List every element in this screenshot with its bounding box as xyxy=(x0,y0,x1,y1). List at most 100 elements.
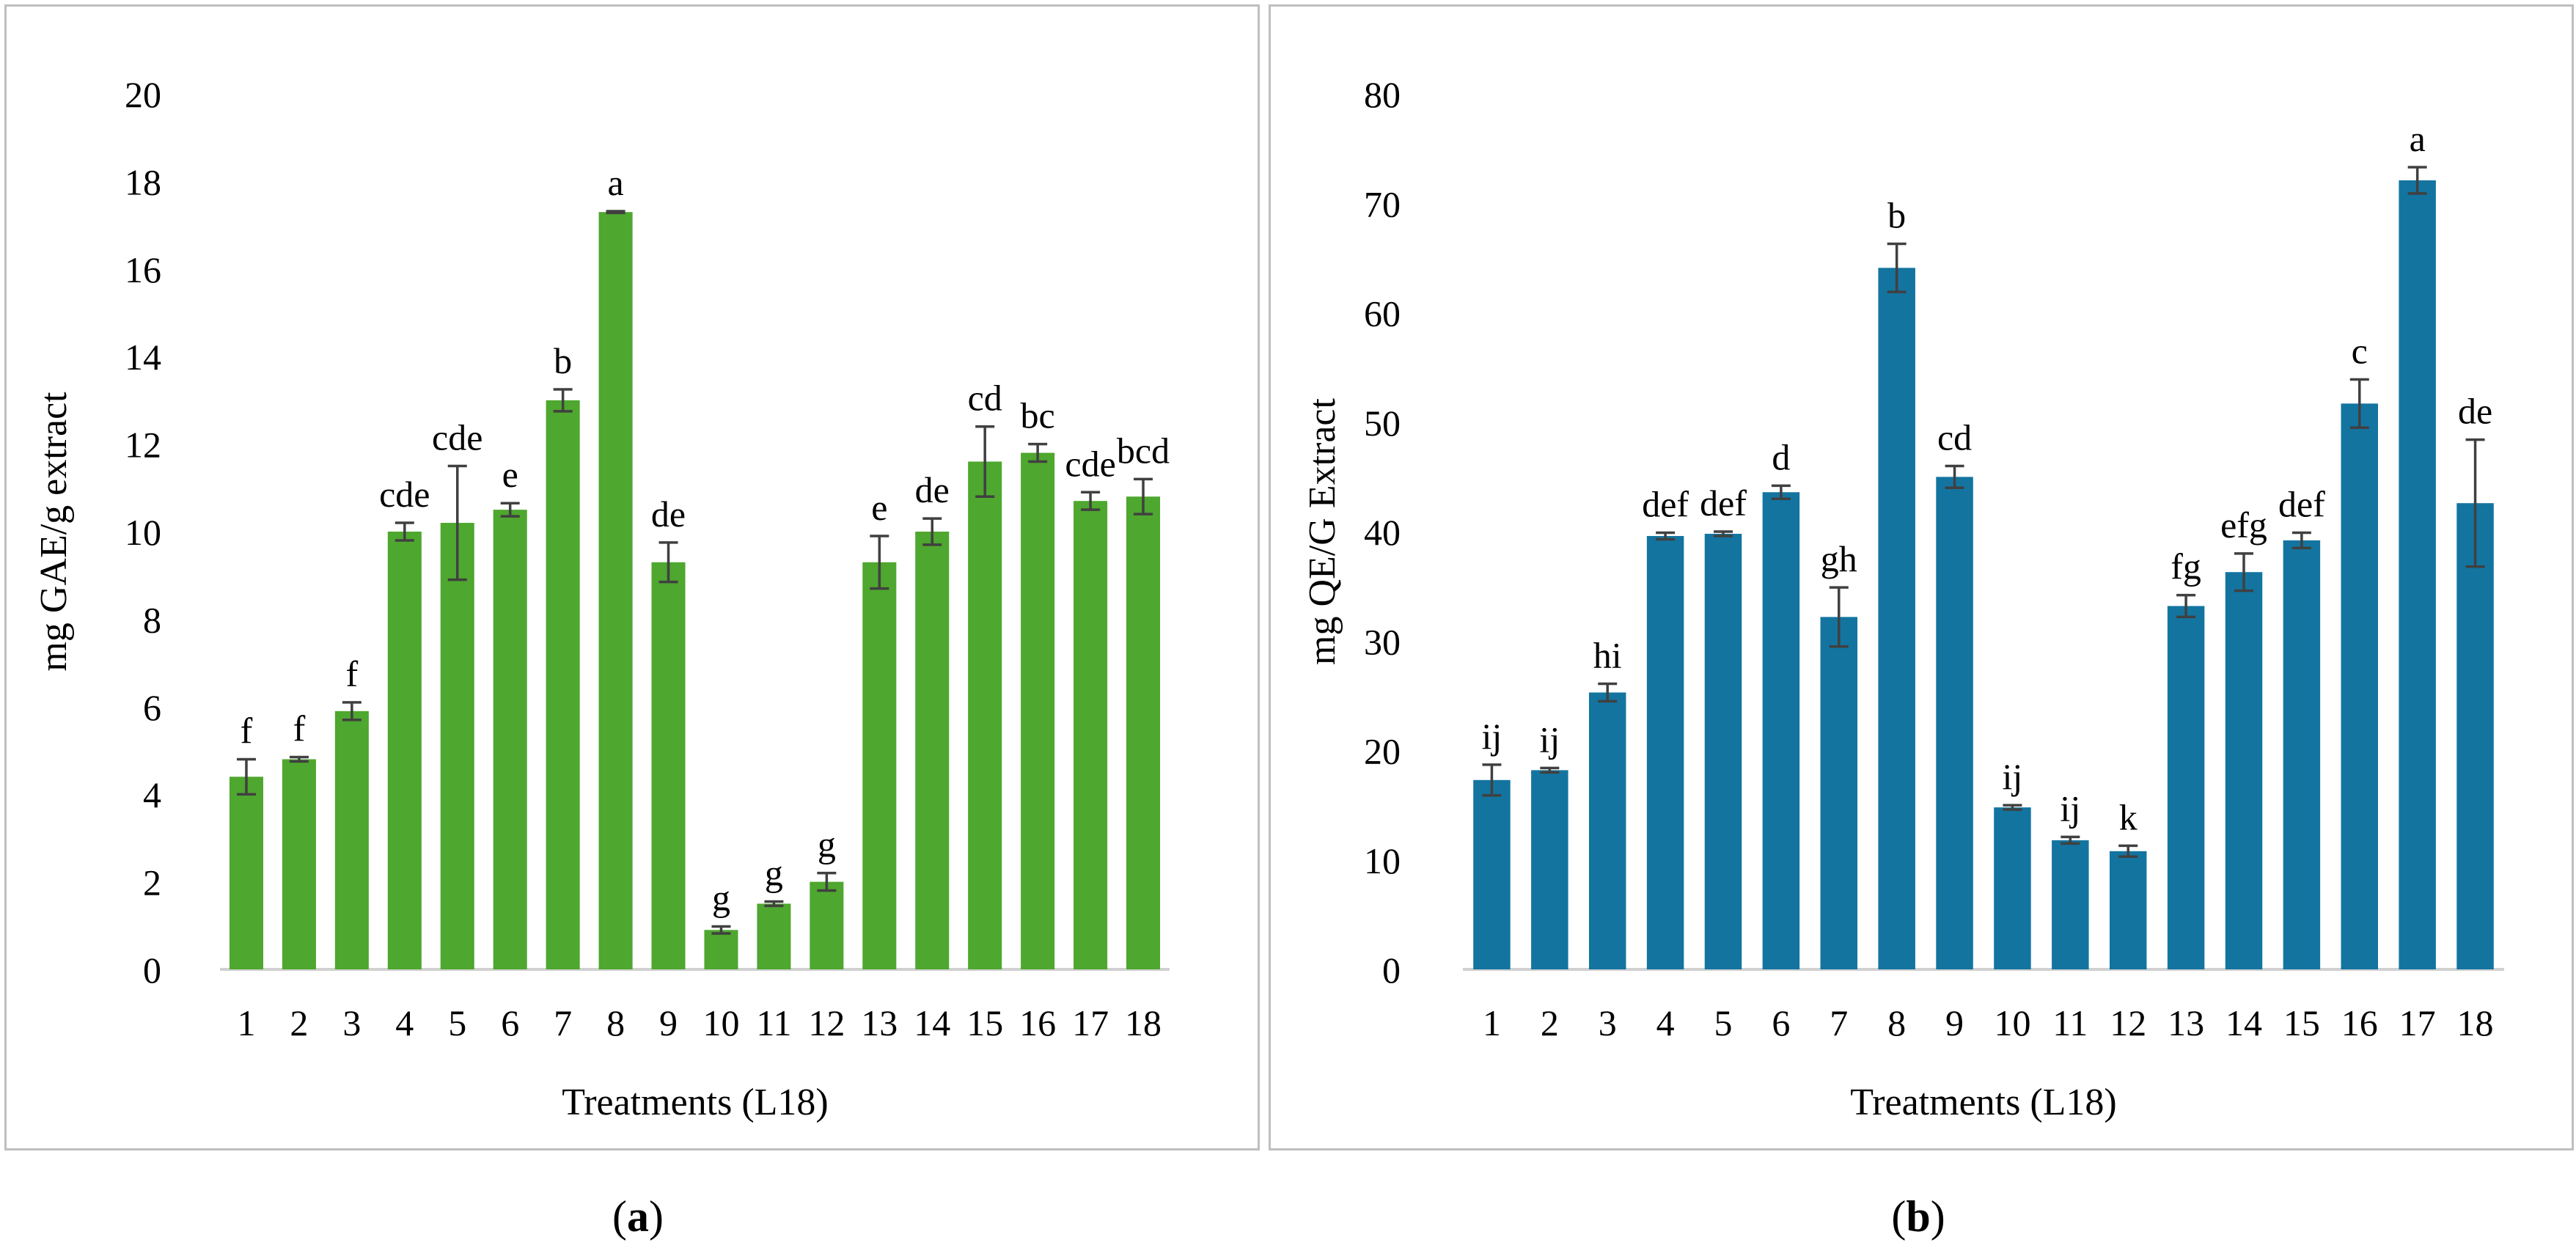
chart-a-xtick-label: 2 xyxy=(290,1002,308,1043)
chart-a-bar xyxy=(704,930,738,969)
chart-b-significance-label: ij xyxy=(2003,756,2023,797)
chart-a-significance-label: a xyxy=(607,162,623,203)
chart-b-significance-label: d xyxy=(1772,436,1790,477)
chart-b-bar xyxy=(1936,477,1973,969)
chart-b-significance-label: ij xyxy=(1482,716,1502,757)
chart-a-xtick-label: 3 xyxy=(342,1002,361,1043)
chart-b-ytick-label: 70 xyxy=(1364,183,1401,224)
chart-b-significance-label: de xyxy=(2458,391,2492,432)
chart-a-ytick-label: 18 xyxy=(125,161,161,202)
chart-b-xtick-label: 17 xyxy=(2399,1002,2436,1043)
chart-a-bar xyxy=(493,510,527,969)
chart-b-ylabel: mg QE/G Extract xyxy=(1302,398,1343,665)
chart-a-significance-label: f xyxy=(241,710,253,751)
chart-b-xtick-label: 1 xyxy=(1483,1002,1501,1043)
chart-a-bar xyxy=(440,523,474,969)
chart-b-bar xyxy=(2283,540,2321,969)
chart-b-xtick-label: 12 xyxy=(2110,1002,2146,1043)
chart-a-significance-label: f xyxy=(293,708,306,749)
chart-a-ytick-label: 14 xyxy=(125,337,161,378)
chart-a-bar xyxy=(757,903,791,969)
chart-b-xtick-label: 3 xyxy=(1599,1002,1617,1043)
chart-a-xtick-label: 17 xyxy=(1072,1002,1109,1043)
chart-a-xtick-label: 14 xyxy=(914,1002,950,1043)
chart-b-significance-label: def xyxy=(1642,483,1689,524)
chart-a-xtick-label: 12 xyxy=(808,1002,845,1043)
chart-a-bar xyxy=(862,562,897,969)
chart-b-significance-label: a xyxy=(2410,118,2426,159)
chart-a-ytick-label: 12 xyxy=(125,425,161,466)
chart-b-significance-label: def xyxy=(1700,482,1747,524)
chart-b-xtick-label: 9 xyxy=(1945,1002,1964,1043)
chart-b-significance-label: gh xyxy=(1821,538,1857,579)
chart-a-significance-label: bc xyxy=(1021,395,1055,436)
chart-b-bar xyxy=(1820,617,1858,969)
chart-b-xtick-label: 15 xyxy=(2283,1002,2320,1043)
chart-b-xtick-label: 5 xyxy=(1714,1002,1733,1043)
chart-a-bar xyxy=(334,711,369,969)
chart-b-bar xyxy=(2225,572,2263,969)
caption-b-letter: b xyxy=(1906,1192,1931,1241)
chart-a-xtick-label: 13 xyxy=(861,1002,898,1043)
chart-a-bar xyxy=(229,777,263,969)
chart-a-significance-label: g xyxy=(765,852,783,893)
chart-b-ytick-label: 60 xyxy=(1364,293,1401,334)
chart-b-bar xyxy=(1646,535,1684,969)
chart-b-frame xyxy=(1269,4,2574,1150)
chart-b-ytick-label: 20 xyxy=(1364,731,1401,772)
chart-a-ytick-label: 10 xyxy=(125,512,161,553)
chart-a-bar xyxy=(387,532,422,969)
chart-a-significance-label: bcd xyxy=(1117,430,1170,471)
chart-b-bar xyxy=(1994,807,2031,969)
chart-b-bar xyxy=(1531,770,1568,969)
chart-a-xtick-label: 15 xyxy=(966,1002,1003,1043)
chart-b-xtick-label: 11 xyxy=(2052,1002,2088,1043)
chart-a-bar xyxy=(546,400,580,969)
chart-a-xtick-label: 5 xyxy=(448,1002,466,1043)
chart-a-ytick-label: 16 xyxy=(125,249,161,290)
chart-a-bar xyxy=(968,461,1002,969)
chart-a-xtick-label: 11 xyxy=(756,1002,791,1043)
chart-b-bar xyxy=(2167,606,2205,969)
chart-a-bar xyxy=(810,881,844,969)
chart-b-significance-label: ij xyxy=(1539,719,1560,760)
chart-a-ytick-label: 2 xyxy=(143,862,161,903)
chart-a-significance-label: cde xyxy=(379,474,430,515)
chart-b-ytick-label: 40 xyxy=(1364,512,1401,553)
chart-a-xtick-label: 16 xyxy=(1019,1002,1056,1043)
chart-a-ytick-label: 20 xyxy=(125,74,161,115)
chart-b-bar xyxy=(1588,692,1626,969)
chart-b-ytick-label: 0 xyxy=(1382,950,1401,991)
chart-a-ytick-label: 0 xyxy=(143,950,161,991)
chart-b-bar xyxy=(1878,268,1915,969)
chart-a-significance-label: g xyxy=(818,824,836,865)
chart-a-bar xyxy=(651,562,686,969)
chart-b-xtick-label: 2 xyxy=(1541,1002,1559,1043)
chart-b-bar xyxy=(2399,180,2436,970)
chart-a-significance-label: g xyxy=(712,877,730,918)
chart-b-ytick-label: 50 xyxy=(1364,403,1401,444)
chart-a-bar xyxy=(1074,501,1108,969)
chart-b-xtick-label: 14 xyxy=(2225,1002,2262,1043)
chart-a-significance-label: f xyxy=(346,653,359,694)
chart-a-xtick-label: 18 xyxy=(1125,1002,1162,1043)
chart-a-ytick-label: 4 xyxy=(143,774,161,815)
chart-a-bar xyxy=(915,532,950,969)
chart-b-significance-label: fg xyxy=(2170,546,2201,587)
chart-a-significance-label: cde xyxy=(1065,443,1115,484)
chart-b-xtick-label: 7 xyxy=(1830,1002,1848,1043)
chart-a-bar xyxy=(282,759,316,969)
chart-b-xtick-label: 18 xyxy=(2457,1002,2494,1043)
chart-a-significance-label: de xyxy=(915,469,950,510)
chart-a-bar xyxy=(1021,452,1055,969)
chart-b-ytick-label: 80 xyxy=(1364,74,1401,115)
chart-b-xtick-label: 10 xyxy=(1994,1002,2030,1043)
chart-b-significance-label: c xyxy=(2352,331,2368,372)
chart-a-xlabel: Treatments (L18) xyxy=(562,1082,828,1123)
chart-a-xtick-label: 10 xyxy=(702,1002,739,1043)
chart-a-frame xyxy=(4,4,1260,1150)
caption-a: (a) xyxy=(612,1192,664,1241)
chart-b-significance-label: b xyxy=(1887,194,1906,235)
chart-a-xtick-label: 7 xyxy=(554,1002,572,1043)
